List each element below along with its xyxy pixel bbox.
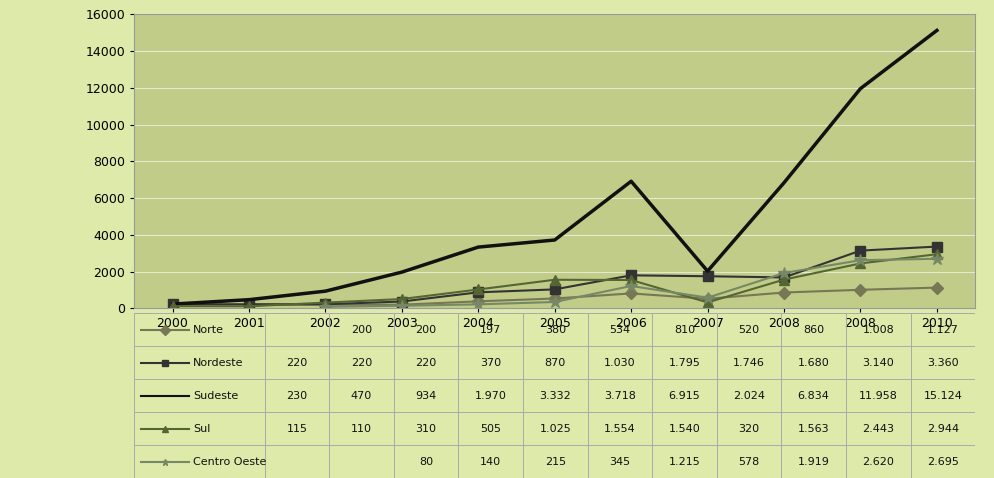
Text: 2.024: 2.024: [733, 391, 764, 401]
Text: 1.127: 1.127: [926, 325, 958, 335]
Text: 80: 80: [418, 456, 432, 467]
Text: 505: 505: [480, 424, 501, 434]
Text: 534: 534: [608, 325, 630, 335]
Text: 1.030: 1.030: [603, 358, 635, 368]
Text: 1.746: 1.746: [733, 358, 764, 368]
Text: 2.695: 2.695: [926, 456, 958, 467]
Text: 11.958: 11.958: [858, 391, 897, 401]
Text: 810: 810: [673, 325, 695, 335]
Text: 200: 200: [351, 325, 372, 335]
Text: 470: 470: [351, 391, 372, 401]
Text: 3.332: 3.332: [539, 391, 571, 401]
Text: 220: 220: [415, 358, 436, 368]
Text: 1.680: 1.680: [797, 358, 829, 368]
Text: 215: 215: [544, 456, 566, 467]
Text: 1.540: 1.540: [668, 424, 700, 434]
Text: 1.025: 1.025: [539, 424, 571, 434]
Text: 578: 578: [738, 456, 758, 467]
Text: 1.919: 1.919: [797, 456, 829, 467]
Text: 345: 345: [608, 456, 630, 467]
Text: 1.554: 1.554: [603, 424, 635, 434]
Text: 6.915: 6.915: [668, 391, 700, 401]
Text: 230: 230: [286, 391, 307, 401]
Text: 6.834: 6.834: [797, 391, 829, 401]
Text: 1.215: 1.215: [668, 456, 700, 467]
Text: 220: 220: [286, 358, 307, 368]
Text: 2.443: 2.443: [862, 424, 894, 434]
Text: 1.795: 1.795: [668, 358, 700, 368]
Text: 3.360: 3.360: [926, 358, 957, 368]
Text: Sul: Sul: [193, 424, 211, 434]
Text: 1.563: 1.563: [797, 424, 829, 434]
Text: 310: 310: [415, 424, 436, 434]
Text: Norte: Norte: [193, 325, 224, 335]
Text: Nordeste: Nordeste: [193, 358, 244, 368]
Text: 1.008: 1.008: [862, 325, 894, 335]
Text: Sudeste: Sudeste: [193, 391, 239, 401]
Text: 860: 860: [802, 325, 823, 335]
Text: 1.970: 1.970: [474, 391, 506, 401]
Text: 197: 197: [479, 325, 501, 335]
Text: 870: 870: [544, 358, 566, 368]
Text: 220: 220: [351, 358, 372, 368]
Text: 110: 110: [351, 424, 372, 434]
Text: 15.124: 15.124: [922, 391, 961, 401]
Text: 140: 140: [480, 456, 501, 467]
Text: 520: 520: [738, 325, 758, 335]
Text: 380: 380: [544, 325, 566, 335]
Text: 115: 115: [286, 424, 307, 434]
Text: 2.620: 2.620: [862, 456, 894, 467]
Text: 3.718: 3.718: [603, 391, 635, 401]
Text: 370: 370: [480, 358, 501, 368]
Text: 934: 934: [415, 391, 436, 401]
Text: 2.944: 2.944: [925, 424, 958, 434]
Text: 3.140: 3.140: [862, 358, 894, 368]
Text: Centro Oeste: Centro Oeste: [193, 456, 266, 467]
Text: 200: 200: [415, 325, 436, 335]
Text: 320: 320: [738, 424, 758, 434]
